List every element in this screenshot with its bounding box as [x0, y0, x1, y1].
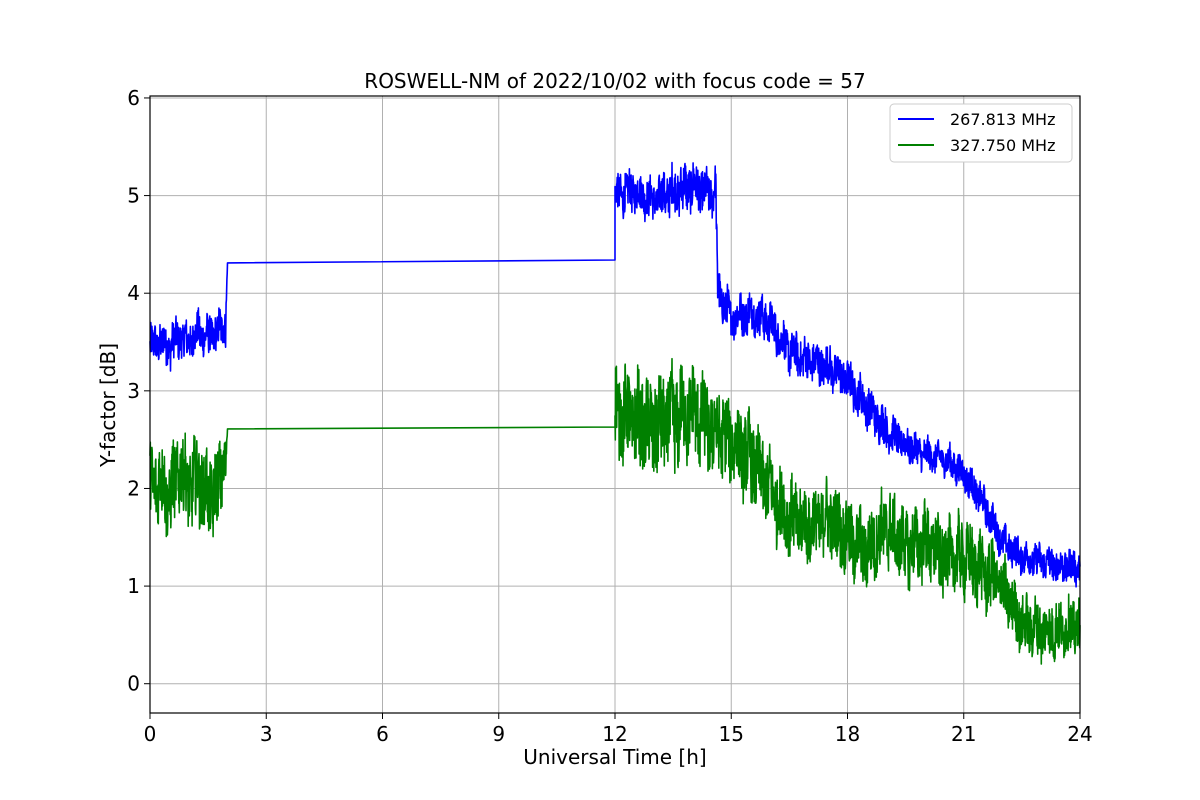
x-ticks: 0 3 6 9 12 15 18 21 24: [144, 713, 1093, 746]
y-tick-label: 2: [127, 476, 140, 500]
x-tick-label: 24: [1067, 722, 1092, 746]
x-tick-label: 9: [492, 722, 505, 746]
y-ticks: 0 1 2 3 4 5 6: [127, 86, 150, 696]
x-tick-label: 21: [951, 722, 976, 746]
x-tick-label: 12: [602, 722, 627, 746]
x-axis-label: Universal Time [h]: [523, 745, 706, 769]
legend-label-1: 327.750 MHz: [950, 136, 1055, 155]
series-line-1: [149, 357, 1081, 665]
x-tick-label: 15: [719, 722, 744, 746]
y-axis-label: Y-factor [dB]: [96, 343, 120, 468]
chart-title: ROSWELL-NM of 2022/10/02 with focus code…: [364, 69, 865, 93]
y-tick-label: 5: [127, 184, 140, 208]
y-tick-label: 6: [127, 86, 140, 110]
series-line-0: [149, 161, 1081, 588]
legend-label-0: 267.813 MHz: [950, 110, 1055, 129]
y-tick-label: 3: [127, 379, 140, 403]
y-tick-label: 4: [127, 281, 140, 305]
x-tick-label: 6: [376, 722, 389, 746]
x-tick-label: 0: [144, 722, 157, 746]
x-tick-label: 3: [260, 722, 273, 746]
legend: 267.813 MHz 327.750 MHz: [889, 103, 1073, 163]
legend-box: [889, 103, 1073, 163]
series-layer: [149, 161, 1081, 665]
y-tick-label: 0: [127, 672, 140, 696]
y-tick-label: 1: [127, 574, 140, 598]
x-tick-label: 18: [835, 722, 860, 746]
